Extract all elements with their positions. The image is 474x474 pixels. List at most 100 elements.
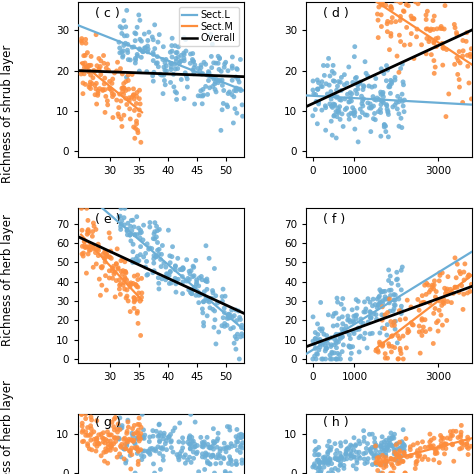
- Point: [428, 281, 436, 289]
- Point: [379, 340, 387, 348]
- Point: [136, 432, 143, 440]
- Point: [333, 93, 340, 101]
- Point: [426, 430, 434, 438]
- Point: [459, 36, 467, 44]
- Point: [311, 329, 319, 337]
- Point: [78, 67, 86, 75]
- Point: [236, 78, 243, 86]
- Point: [401, 446, 408, 454]
- Point: [89, 243, 97, 251]
- Point: [150, 447, 157, 454]
- Point: [456, 83, 463, 91]
- Point: [453, 31, 461, 38]
- Point: [79, 90, 87, 98]
- Point: [335, 315, 343, 322]
- Point: [351, 112, 358, 119]
- Point: [423, 280, 430, 287]
- Point: [465, 445, 472, 452]
- Point: [451, 254, 459, 262]
- Point: [360, 82, 367, 90]
- Point: [322, 80, 330, 88]
- Point: [119, 445, 127, 453]
- Point: [385, 266, 392, 274]
- Point: [119, 47, 127, 55]
- Point: [437, 432, 444, 439]
- Point: [109, 90, 116, 98]
- Point: [370, 102, 377, 110]
- Point: [112, 446, 119, 453]
- Point: [353, 304, 361, 312]
- Point: [134, 429, 141, 437]
- Point: [84, 250, 92, 258]
- Point: [201, 288, 208, 295]
- Point: [328, 466, 335, 474]
- Point: [216, 77, 224, 84]
- Point: [392, 455, 400, 462]
- Point: [186, 434, 193, 441]
- Point: [376, 0, 384, 1]
- Point: [120, 32, 128, 40]
- Point: [316, 336, 324, 343]
- Point: [155, 421, 163, 428]
- Point: [131, 231, 138, 238]
- Point: [123, 429, 130, 437]
- Point: [387, 455, 395, 463]
- Point: [203, 275, 210, 283]
- Point: [84, 243, 91, 251]
- Point: [332, 108, 340, 115]
- Point: [132, 55, 139, 62]
- Point: [463, 29, 471, 36]
- Point: [133, 92, 140, 100]
- Point: [393, 52, 401, 60]
- Point: [376, 329, 383, 337]
- Point: [319, 454, 327, 462]
- Point: [221, 468, 229, 474]
- Point: [101, 86, 109, 93]
- Point: [146, 244, 154, 252]
- Point: [216, 55, 223, 63]
- Point: [137, 332, 145, 339]
- Point: [331, 101, 338, 109]
- Point: [116, 44, 124, 52]
- Point: [221, 323, 228, 330]
- Point: [380, 455, 388, 463]
- Point: [396, 438, 403, 446]
- Point: [337, 439, 344, 447]
- Point: [81, 238, 88, 246]
- Point: [197, 61, 205, 69]
- Point: [465, 79, 473, 87]
- Point: [189, 263, 197, 270]
- Point: [127, 465, 135, 473]
- Point: [325, 457, 333, 465]
- Point: [150, 230, 158, 237]
- Point: [112, 260, 120, 268]
- Point: [394, 460, 401, 467]
- Point: [205, 77, 212, 84]
- Point: [370, 454, 378, 462]
- Point: [118, 115, 125, 123]
- Point: [349, 79, 356, 86]
- Point: [396, 459, 403, 467]
- Point: [134, 257, 141, 265]
- Point: [341, 327, 348, 335]
- Point: [438, 442, 446, 450]
- Point: [457, 421, 465, 429]
- Point: [388, 460, 395, 467]
- Point: [234, 447, 241, 454]
- Point: [133, 24, 141, 31]
- Point: [318, 355, 326, 363]
- Point: [331, 78, 338, 85]
- Point: [82, 36, 90, 43]
- Point: [345, 63, 353, 71]
- Point: [218, 322, 226, 329]
- Point: [198, 443, 206, 450]
- Text: ( g ): ( g ): [95, 416, 120, 429]
- Point: [228, 62, 236, 70]
- Point: [377, 106, 384, 113]
- Point: [136, 229, 144, 237]
- Point: [158, 275, 166, 283]
- Point: [371, 82, 379, 90]
- Point: [351, 109, 359, 116]
- Point: [387, 0, 395, 1]
- Point: [228, 456, 235, 464]
